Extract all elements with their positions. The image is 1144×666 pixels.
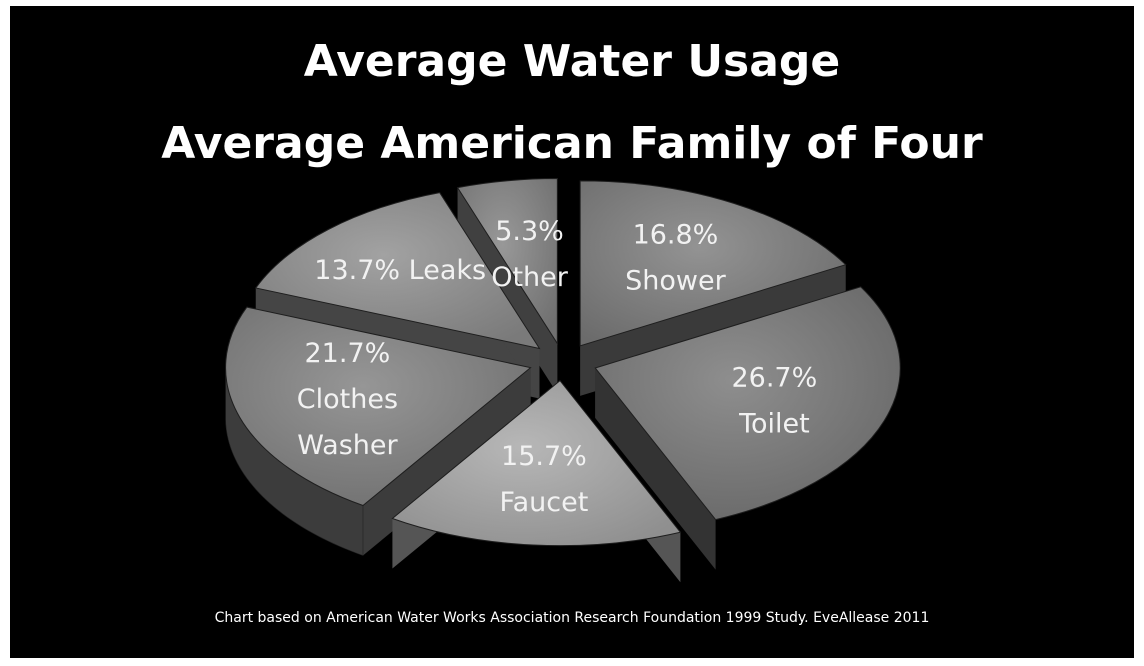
slice-label-shower: 16.8% bbox=[633, 219, 719, 250]
pie-chart: 16.8% Shower 26.7% Toilet 15.7% Faucet 21.7% Cl… bbox=[225, 178, 901, 583]
source-note: Chart based on American Water Works Asso… bbox=[214, 610, 930, 626]
slice-label-faucet: 15.7% bbox=[501, 441, 587, 472]
chart-subtitle: Average American Family of Four bbox=[161, 118, 983, 169]
slice-label-shower: Shower bbox=[625, 265, 726, 296]
slice-top bbox=[579, 180, 847, 347]
slice-label-toilet: 26.7% bbox=[731, 363, 817, 394]
slice-label-toilet: Toilet bbox=[738, 409, 810, 440]
slice-wall bbox=[595, 367, 716, 570]
slice-top bbox=[254, 192, 541, 350]
slice-label-clothes-washer: Clothes bbox=[297, 384, 398, 415]
slice-label-leaks: 13.7% Leaks bbox=[314, 255, 486, 286]
slice-label-other: 5.3% bbox=[495, 216, 564, 247]
slice-top bbox=[594, 286, 901, 521]
slice-label-other: Other bbox=[491, 262, 569, 293]
slice-top bbox=[456, 178, 558, 346]
chart-title: Average Water Usage bbox=[303, 36, 841, 87]
slice-label-clothes-washer: 21.7% bbox=[305, 338, 391, 369]
slice-label-faucet: Faucet bbox=[500, 487, 589, 518]
chart-slide: Average Water Usage Average American Fam… bbox=[10, 6, 1134, 658]
slice-top bbox=[225, 306, 532, 507]
pie-slice-faucet bbox=[391, 379, 682, 583]
slice-label-clothes-washer: Washer bbox=[297, 430, 398, 461]
pie-slice-toilet bbox=[594, 286, 901, 570]
slice-top bbox=[391, 379, 682, 547]
